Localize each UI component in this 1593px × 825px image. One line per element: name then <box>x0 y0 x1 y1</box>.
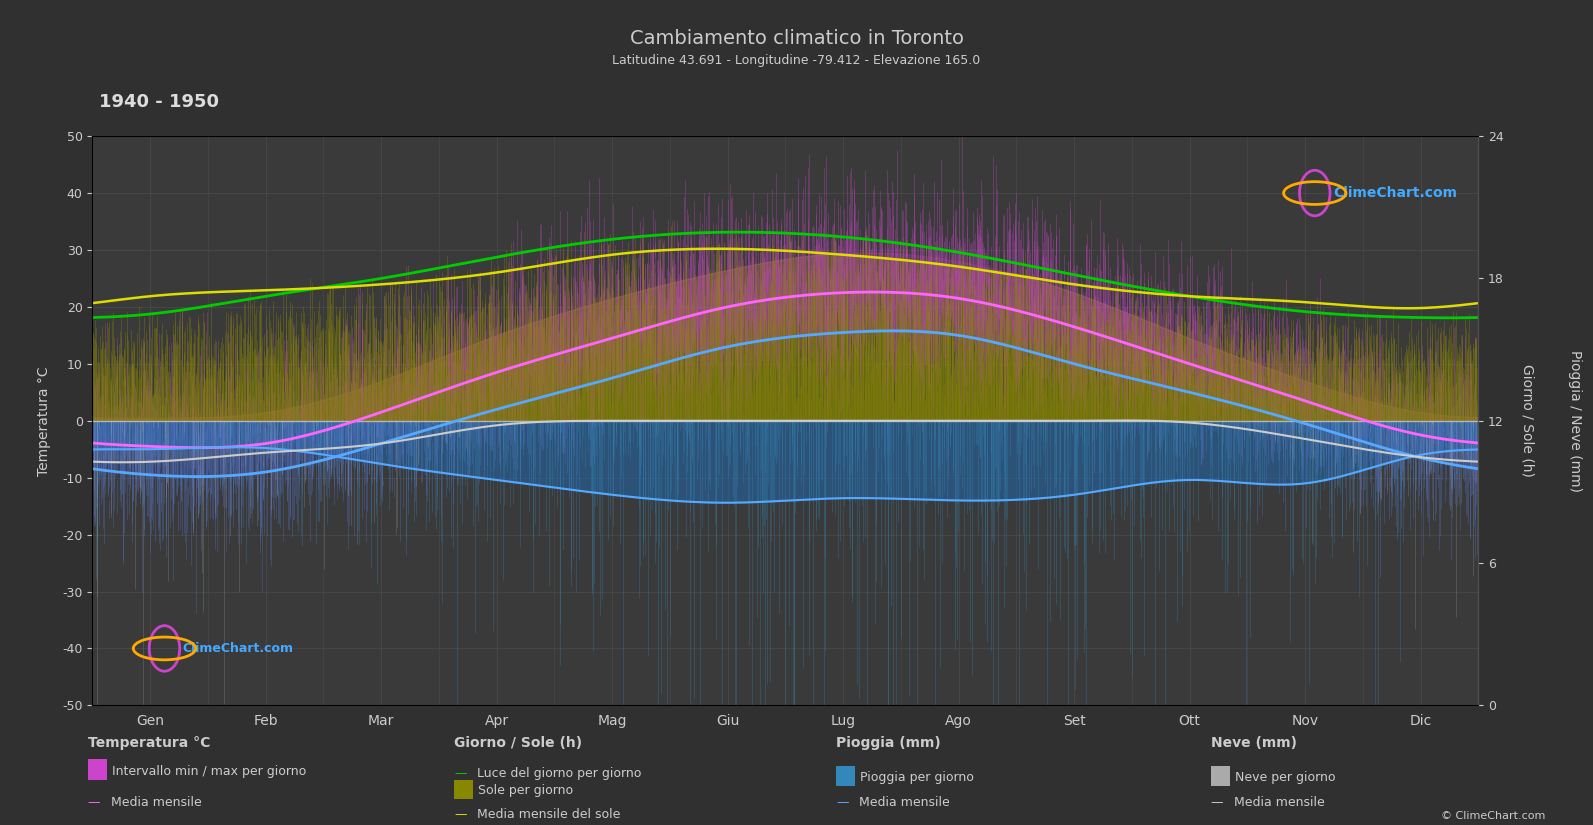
Text: © ClimeChart.com: © ClimeChart.com <box>1440 811 1545 821</box>
Text: Latitudine 43.691 - Longitudine -79.412 - Elevazione 165.0: Latitudine 43.691 - Longitudine -79.412 … <box>612 54 981 67</box>
Text: 1940 - 1950: 1940 - 1950 <box>99 93 220 111</box>
Text: Cambiamento climatico in Toronto: Cambiamento climatico in Toronto <box>629 29 964 48</box>
Text: Luce del giorno per giorno: Luce del giorno per giorno <box>473 767 642 780</box>
Text: Pioggia / Neve (mm): Pioggia / Neve (mm) <box>1569 350 1582 492</box>
Text: ClimeChart.com: ClimeChart.com <box>1333 186 1456 200</box>
Text: Pioggia per giorno: Pioggia per giorno <box>860 771 973 785</box>
Text: Neve per giorno: Neve per giorno <box>1235 771 1335 785</box>
Text: Neve (mm): Neve (mm) <box>1211 736 1297 750</box>
Text: ClimeChart.com: ClimeChart.com <box>183 642 293 655</box>
Text: Media mensile: Media mensile <box>855 796 949 809</box>
Y-axis label: Temperatura °C: Temperatura °C <box>37 366 51 475</box>
Text: —: — <box>88 796 100 809</box>
Text: —: — <box>1211 796 1223 809</box>
Text: Pioggia (mm): Pioggia (mm) <box>836 736 941 750</box>
Text: Giorno / Sole (h): Giorno / Sole (h) <box>454 736 581 750</box>
Text: —: — <box>454 767 467 780</box>
Text: Sole per giorno: Sole per giorno <box>478 784 573 797</box>
Text: Media mensile del sole: Media mensile del sole <box>473 808 621 821</box>
Text: Temperatura °C: Temperatura °C <box>88 736 210 750</box>
Y-axis label: Giorno / Sole (h): Giorno / Sole (h) <box>1521 365 1534 477</box>
Text: Media mensile: Media mensile <box>1230 796 1324 809</box>
Text: —: — <box>454 808 467 821</box>
Text: Media mensile: Media mensile <box>107 796 201 809</box>
Text: —: — <box>836 796 849 809</box>
Text: Intervallo min / max per giorno: Intervallo min / max per giorno <box>112 765 306 778</box>
